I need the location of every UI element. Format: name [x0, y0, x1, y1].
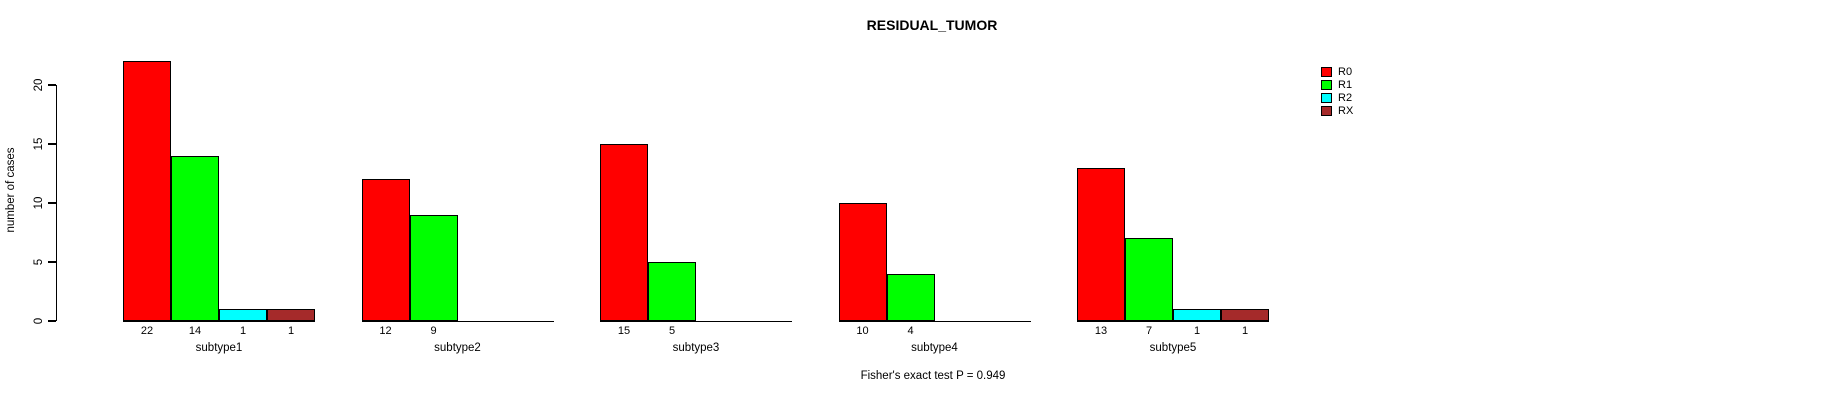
y-axis-line [55, 85, 57, 321]
legend-swatch-r2 [1321, 93, 1332, 103]
fisher-test-annotation: Fisher's exact test P = 0.949 [860, 370, 1006, 382]
bar-r1 [171, 155, 219, 321]
bar-r0 [600, 144, 648, 321]
bar-r0 [1077, 167, 1125, 321]
x-axis-category-label: subtype1 [195, 342, 243, 354]
bar-value-label: 9 [430, 325, 437, 337]
bar-value-label: 5 [668, 325, 676, 337]
bar-value-label: 15 [617, 325, 631, 337]
y-axis-tick-label: 5 [33, 258, 45, 266]
bar-value-label: 1 [239, 325, 247, 337]
y-axis-tick-label: 0 [33, 317, 45, 325]
bar-rx [1221, 309, 1269, 321]
bar-r1 [886, 273, 935, 321]
bar-value-label: 14 [188, 325, 202, 337]
y-axis-label: number of cases [5, 147, 17, 233]
bar-r1 [648, 262, 696, 321]
bar-r2 [219, 309, 267, 321]
y-axis-tick [48, 143, 56, 145]
bar-value-label: 12 [379, 325, 392, 337]
group-baseline [123, 320, 315, 322]
y-axis-tick-label: 10 [33, 196, 45, 210]
bar-r1 [409, 214, 458, 321]
legend-label: RX [1338, 105, 1354, 117]
legend-label: R1 [1338, 79, 1353, 91]
bar-r0 [123, 61, 171, 321]
y-axis-tick [48, 261, 56, 263]
bar-r1 [1125, 238, 1173, 321]
group-baseline [838, 320, 1031, 322]
x-axis-category-label: subtype2 [434, 342, 481, 354]
bar-value-label: 7 [1145, 325, 1153, 337]
bar-value-label: 10 [856, 325, 869, 337]
bar-value-label: 4 [907, 325, 914, 337]
bar-value-label: 1 [1193, 325, 1201, 337]
bar-value-label: 22 [140, 325, 154, 337]
group-baseline [1077, 320, 1269, 322]
bar-value-label: 13 [1094, 325, 1108, 337]
x-axis-category-label: subtype5 [1149, 342, 1197, 354]
group-baseline [600, 320, 792, 322]
legend-label: R2 [1338, 92, 1353, 104]
legend-swatch-r1 [1321, 80, 1332, 90]
chart-title: RESIDUAL_TUMOR [866, 17, 998, 33]
y-axis-tick [48, 202, 56, 204]
legend-swatch-r0 [1321, 67, 1332, 77]
y-axis-tick-label: 15 [33, 137, 45, 151]
bar-value-label: 1 [1241, 325, 1249, 337]
y-axis-tick [48, 84, 56, 86]
legend-swatch-rx [1321, 106, 1332, 116]
y-axis-tick [48, 320, 56, 322]
bar-rx [267, 309, 315, 321]
bar-r0 [838, 203, 887, 321]
x-axis-category-label: subtype3 [672, 342, 720, 354]
group-baseline [361, 320, 554, 322]
bar-r0 [361, 179, 410, 321]
bar-r2 [1173, 309, 1221, 321]
bar-value-label: 1 [287, 325, 295, 337]
legend-label: R0 [1338, 66, 1353, 78]
y-axis-tick-label: 20 [33, 78, 45, 92]
x-axis-category-label: subtype4 [911, 342, 958, 354]
